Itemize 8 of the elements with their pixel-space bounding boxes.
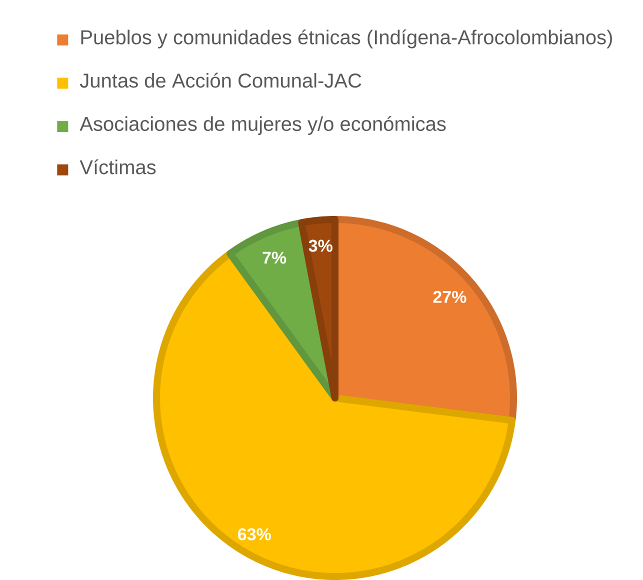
legend-label: Asociaciones de mujeres y/o económicas (80, 116, 446, 135)
legend-label: Víctimas (80, 159, 156, 174)
legend-label: Pueblos y comunidades étnicas (Indígena-Afrocolombianos) (81, 29, 612, 48)
data-label: 7% (262, 252, 286, 264)
legend-label: Juntas de Acción Comunal-JAC (80, 72, 362, 88)
data-label: 3% (308, 240, 332, 252)
data-label: 63% (238, 528, 271, 540)
data-label: 27% (433, 290, 466, 303)
